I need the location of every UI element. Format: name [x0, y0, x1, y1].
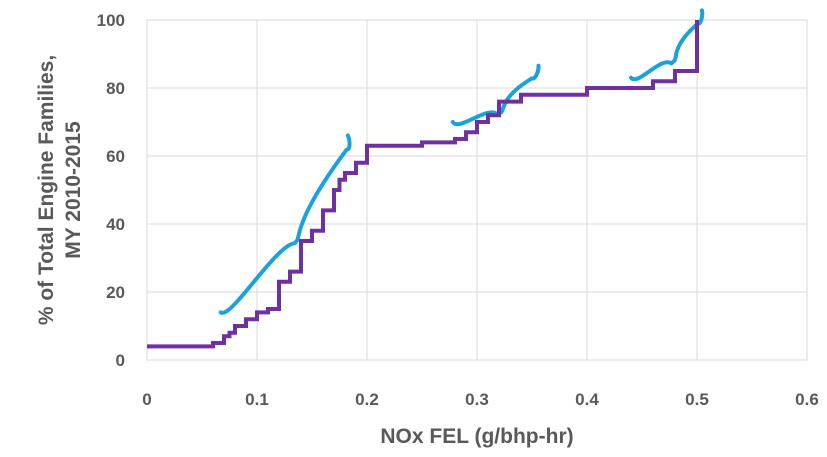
- y-axis-title-line-1: % of Total Engine Families,: [35, 55, 58, 325]
- y-tick-labels: 0 20 40 60 80 100: [97, 11, 125, 370]
- x-tick-label: 0.3: [465, 390, 489, 409]
- x-tick-label: 0.4: [575, 390, 599, 409]
- y-tick-label: 0: [116, 351, 125, 370]
- y-tick-label: 20: [106, 283, 125, 302]
- series-layer: [147, 20, 699, 349]
- x-tick-label: 0.2: [355, 390, 379, 409]
- y-axis-title-line-2: MY 2010-2015: [62, 121, 85, 259]
- y-tick-label: 80: [106, 79, 125, 98]
- x-tick-labels: 0 0.1 0.2 0.3 0.4 0.5 0.6: [142, 390, 819, 409]
- y-tick-label: 60: [106, 147, 125, 166]
- x-tick-label: 0.1: [245, 390, 269, 409]
- y-tick-label: 40: [106, 215, 125, 234]
- y-tick-label: 100: [97, 11, 125, 30]
- x-axis-title: NOx FEL (g/bhp-hr): [380, 425, 573, 448]
- x-tick-label: 0.5: [685, 390, 709, 409]
- x-tick-label: 0: [142, 390, 151, 409]
- series-line: [147, 20, 699, 349]
- brace-annotation: [218, 133, 352, 315]
- x-tick-label: 0.6: [795, 390, 819, 409]
